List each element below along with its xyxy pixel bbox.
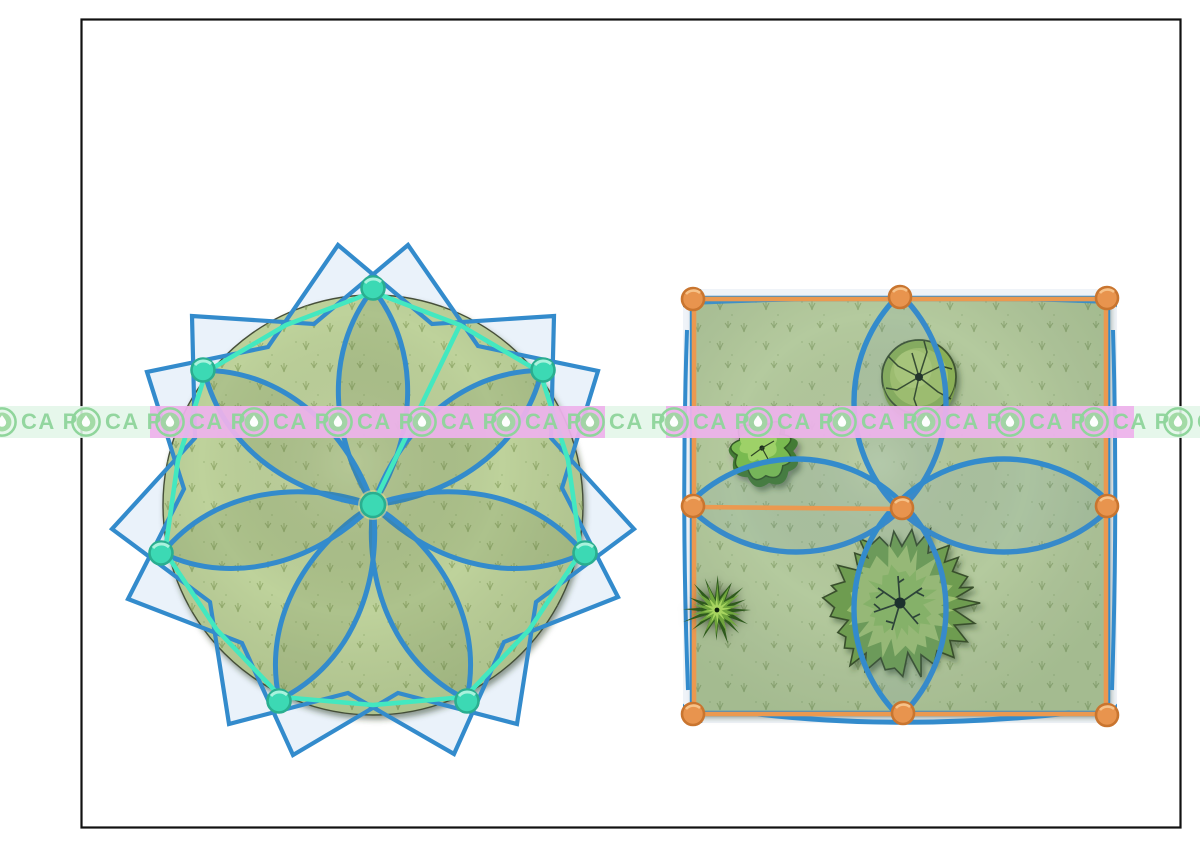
watermark-unit-label: CA P xyxy=(273,409,331,434)
watermark-unit: CA P xyxy=(238,406,329,438)
trunk-dot xyxy=(915,373,923,381)
watermark-unit: CA P xyxy=(1162,406,1200,438)
trunk-dot xyxy=(894,597,906,609)
droplet-badge-icon xyxy=(1079,407,1109,437)
circular-garden-figure xyxy=(108,241,638,758)
watermark-unit: CA P xyxy=(490,406,581,438)
watermark-unit: CA P xyxy=(574,406,665,438)
droplet-badge-icon xyxy=(239,407,269,437)
droplet-badge-icon xyxy=(827,407,857,437)
droplet-badge-icon xyxy=(743,407,773,437)
watermark-band: CA P CA P CA P xyxy=(0,406,1200,438)
watermark-unit-label: CA P xyxy=(777,409,835,434)
droplet-badge-icon xyxy=(575,407,605,437)
orange-handle[interactable] xyxy=(680,493,706,519)
watermark-pink-overlay-left xyxy=(150,406,605,438)
teal-handle[interactable] xyxy=(266,688,292,714)
watermark-unit-label: CA P xyxy=(693,409,751,434)
droplet-badge-icon xyxy=(323,407,353,437)
droplet-badge-icon xyxy=(0,407,17,437)
orange-handle[interactable] xyxy=(680,286,706,312)
quadrant-circle[interactable] xyxy=(851,456,1154,759)
droplet-badge-icon xyxy=(659,407,689,437)
teal-handle[interactable] xyxy=(190,357,216,383)
circle-pattern-group[interactable] xyxy=(646,252,1154,759)
droplet-badge-icon xyxy=(407,407,437,437)
teal-center-handle[interactable] xyxy=(359,491,387,519)
orange-handle[interactable] xyxy=(1094,702,1120,728)
droplet-badge-icon xyxy=(995,407,1025,437)
square-garden-figure xyxy=(646,252,1154,759)
watermark-unit: CA P xyxy=(1078,406,1169,438)
droplet-badge-icon xyxy=(71,407,101,437)
poca-watermark-text: CA P CA P CA P xyxy=(0,405,1200,439)
orange-handle[interactable] xyxy=(887,284,913,310)
watermark-unit: CA P xyxy=(0,406,77,438)
watermark-unit-label: CA P xyxy=(945,409,1003,434)
selection-midline-orange[interactable] xyxy=(693,504,903,512)
watermark-unit-label: CA P xyxy=(441,409,499,434)
orange-handle[interactable] xyxy=(1094,285,1120,311)
watermark-unit: CA P xyxy=(658,406,749,438)
watermark-unit-label: CA P xyxy=(105,409,163,434)
watermark-unit: CA P xyxy=(406,406,497,438)
teal-handle-group xyxy=(148,275,598,714)
watermark-unit-label: CA P xyxy=(1113,409,1171,434)
droplet-badge-icon xyxy=(155,407,185,437)
orange-handle-group xyxy=(680,284,1120,728)
teal-handle[interactable] xyxy=(360,275,386,301)
droplet-badge-icon xyxy=(1163,407,1193,437)
watermark-unit: CA P xyxy=(910,406,1001,438)
watermark-unit-label: CA P xyxy=(21,409,79,434)
watermark-unit: CA P xyxy=(70,406,161,438)
watermark-unit-label: CA P xyxy=(861,409,919,434)
watermark-unit: CA P xyxy=(322,406,413,438)
orange-handle[interactable] xyxy=(1094,493,1120,519)
watermark-unit: CA P xyxy=(154,406,245,438)
droplet-badge-icon xyxy=(491,407,521,437)
droplet-badge-icon xyxy=(911,407,941,437)
watermark-unit-label: CA P xyxy=(189,409,247,434)
teal-handle[interactable] xyxy=(530,357,556,383)
orange-handle[interactable] xyxy=(889,495,915,521)
watermark-unit-label: CA P xyxy=(1029,409,1087,434)
watermark-unit-label: CA P xyxy=(357,409,415,434)
teal-polygon[interactable] xyxy=(162,289,584,708)
agave-bush[interactable] xyxy=(683,575,751,644)
orange-handle[interactable] xyxy=(680,701,706,727)
watermark-unit: CA P xyxy=(826,406,917,438)
watermark-unit-label: CA P xyxy=(609,409,667,434)
watermark-unit-label: CA P xyxy=(1197,406,1200,438)
teal-handle[interactable] xyxy=(148,540,174,566)
teal-handle[interactable] xyxy=(454,688,480,714)
watermark-unit: CA P xyxy=(742,406,833,438)
watermark-unit-label: CA P xyxy=(525,409,583,434)
lawn-circle[interactable] xyxy=(162,294,584,716)
watermark-unit: CA P xyxy=(994,406,1085,438)
orange-handle[interactable] xyxy=(890,700,916,726)
teal-handle[interactable] xyxy=(572,540,598,566)
